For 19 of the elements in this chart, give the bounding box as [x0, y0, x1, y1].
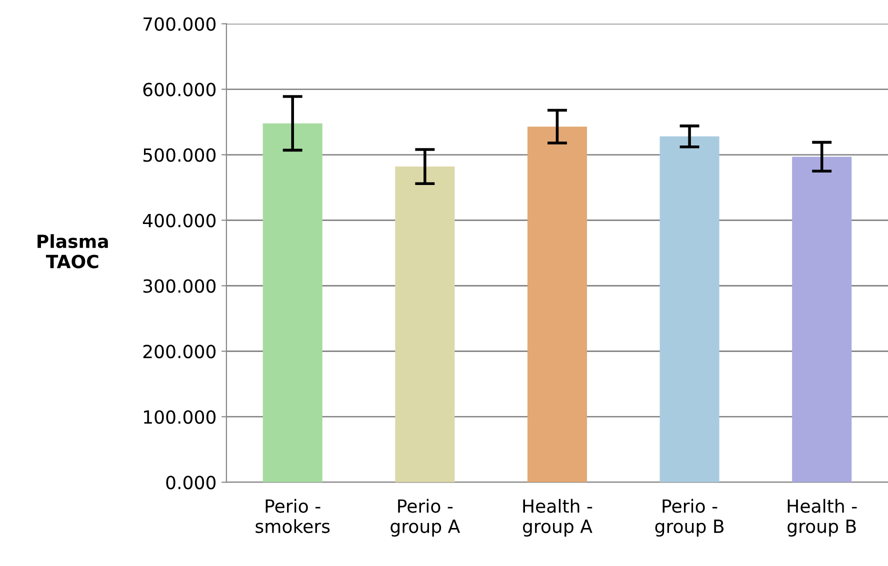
- bar: [792, 156, 852, 482]
- y-tick-label: 500.000: [143, 148, 216, 162]
- y-tick-label: 200.000: [143, 344, 216, 358]
- y-tick-label: 600.000: [143, 82, 216, 96]
- bar: [660, 136, 720, 482]
- x-tick-label: Perio - group A: [390, 498, 460, 537]
- x-tick-label: Health - group B: [788, 498, 857, 537]
- y-tick-label: 100.000: [144, 410, 216, 424]
- bar: [262, 123, 322, 482]
- y-axis-title: Plasma TAOC: [38, 234, 108, 268]
- y-tick-label: 700.000: [144, 17, 216, 31]
- x-tick-label: Health - group A: [522, 498, 592, 537]
- x-tick-label: Perio - smokers: [256, 498, 330, 534]
- y-tick-label: 300.000: [143, 279, 216, 293]
- y-tick-label: 400.000: [142, 214, 216, 228]
- bar: [395, 166, 455, 482]
- bar: [527, 126, 587, 482]
- y-tick-label: 0.000: [166, 476, 216, 490]
- x-tick-label: Perio - group B: [655, 498, 724, 537]
